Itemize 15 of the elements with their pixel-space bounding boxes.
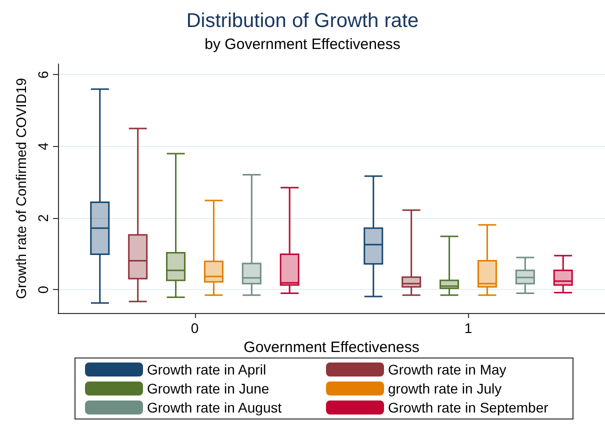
legend-label: Growth rate in September: [388, 400, 549, 416]
x-axis-title: Government Effectiveness: [244, 338, 420, 356]
chart-title: Distribution of Growth rate: [186, 10, 419, 32]
y-axis-title: Growth rate of Confirmed COVID19: [13, 78, 29, 299]
legend-label: Growth rate in May: [388, 362, 506, 378]
y-tick-label: 2: [35, 214, 51, 222]
legend-label: Growth rate in April: [147, 362, 266, 378]
y-tick-label: 4: [35, 142, 51, 150]
legend-label: growth rate in July: [388, 380, 502, 396]
legend-label: Growth rate in June: [147, 380, 270, 396]
y-tick-label: 0: [35, 286, 51, 294]
y-tick-label: 6: [35, 70, 51, 79]
chart-subtitle: by Government Effectiveness: [204, 36, 400, 53]
legend-label: Growth rate in August: [147, 400, 282, 416]
x-tick-label: 1: [464, 320, 472, 336]
